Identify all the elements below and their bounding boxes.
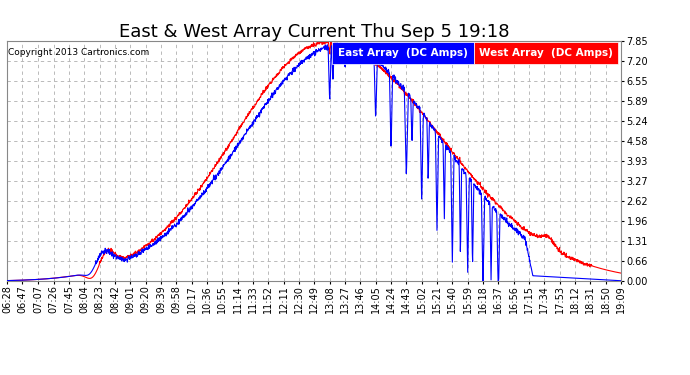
Bar xyxy=(473,42,618,64)
Bar xyxy=(333,42,473,64)
Text: Copyright 2013 Cartronics.com: Copyright 2013 Cartronics.com xyxy=(8,48,149,57)
Title: East & West Array Current Thu Sep 5 19:18: East & West Array Current Thu Sep 5 19:1… xyxy=(119,23,509,41)
Text: East Array  (DC Amps): East Array (DC Amps) xyxy=(338,48,468,58)
Text: West Array  (DC Amps): West Array (DC Amps) xyxy=(479,48,613,58)
